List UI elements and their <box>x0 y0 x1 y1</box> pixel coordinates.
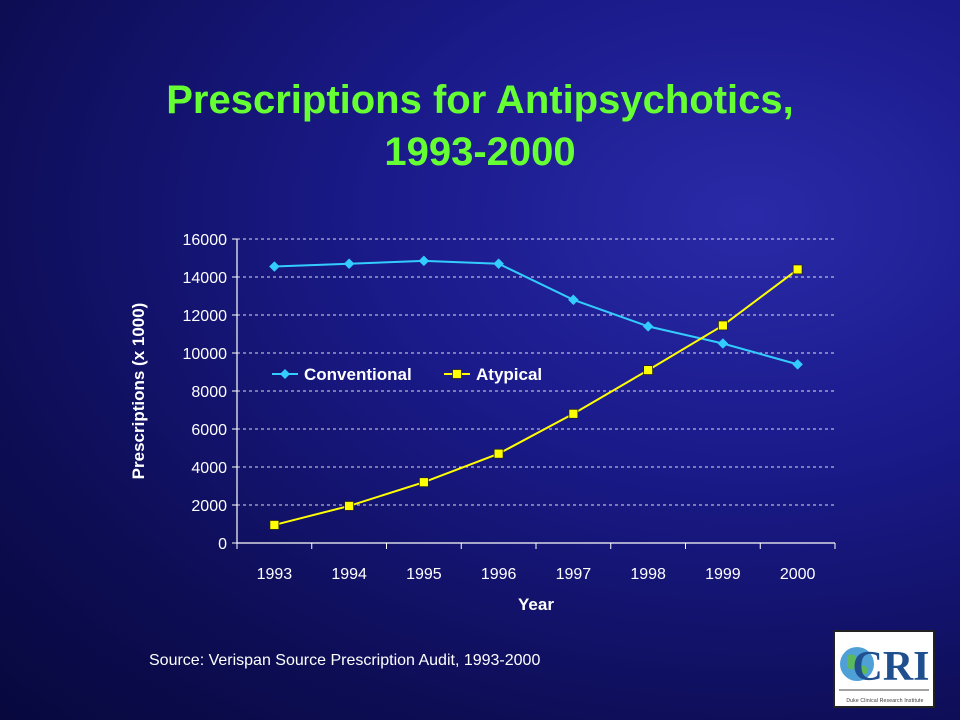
conventional-point <box>269 261 280 272</box>
y-axis-label: Prescriptions (x 1000) <box>129 303 148 480</box>
atypical-point <box>792 264 803 275</box>
svg-text:CRI: CRI <box>852 644 929 690</box>
atypical-point <box>418 477 429 488</box>
cri-logo-mark: CRI <box>839 644 930 691</box>
y-tick-label: 10000 <box>183 346 228 363</box>
conventional-point <box>568 294 579 306</box>
cri-logo-subtext: Duke Clinical Research Institute <box>846 698 924 704</box>
y-tick-label: 12000 <box>183 308 228 325</box>
conventional-point <box>493 258 504 270</box>
y-tick-label: 14000 <box>183 270 228 287</box>
y-tick-label: 4000 <box>191 460 227 477</box>
y-tick-label: 8000 <box>191 384 227 401</box>
atypical-point <box>568 408 579 419</box>
x-tick-label: 1995 <box>406 566 442 583</box>
legend-conventional-marker <box>280 369 290 379</box>
source-note: Source: Verispan Source Prescription Aud… <box>149 652 541 669</box>
y-tick-label: 0 <box>218 536 227 553</box>
atypical-point <box>269 520 280 530</box>
conventional-point <box>343 258 355 270</box>
chart-title-line-1: Prescriptions for Antipsychotics, <box>166 78 794 122</box>
y-tick-label: 16000 <box>183 232 228 249</box>
chart-title-line-2: 1993-2000 <box>384 130 576 174</box>
conventional-point <box>717 338 729 349</box>
x-tick-label: 1999 <box>705 566 741 583</box>
x-tick-label: 1994 <box>331 566 367 583</box>
x-axis-label: Year <box>518 595 554 614</box>
chart-title: Prescriptions for Antipsychotics, 1993-2… <box>80 74 880 178</box>
conventional-point <box>792 359 803 370</box>
x-tick-label: 1993 <box>257 566 293 583</box>
atypical-point <box>643 365 654 376</box>
legend-conventional-label: Conventional <box>304 365 412 384</box>
y-tick-label: 6000 <box>191 422 227 439</box>
conventional-point <box>642 321 654 332</box>
legend-atypical-label: Atypical <box>476 365 542 384</box>
conventional-series-line <box>274 259 798 366</box>
y-tick-label: 2000 <box>191 498 227 515</box>
x-tick-label: 1996 <box>481 566 517 583</box>
legend-atypical-marker <box>452 369 462 379</box>
atypical-point <box>493 448 504 459</box>
atypical-point <box>717 320 728 331</box>
cri-logo: CRI Duke Clinical Research Institute <box>833 630 935 708</box>
atypical-point <box>344 501 355 511</box>
x-tick-label: 1998 <box>630 566 666 583</box>
atypical-series-line <box>274 268 799 526</box>
x-tick-label: 2000 <box>780 566 816 583</box>
x-tick-label: 1997 <box>556 566 592 583</box>
conventional-point <box>418 255 430 267</box>
